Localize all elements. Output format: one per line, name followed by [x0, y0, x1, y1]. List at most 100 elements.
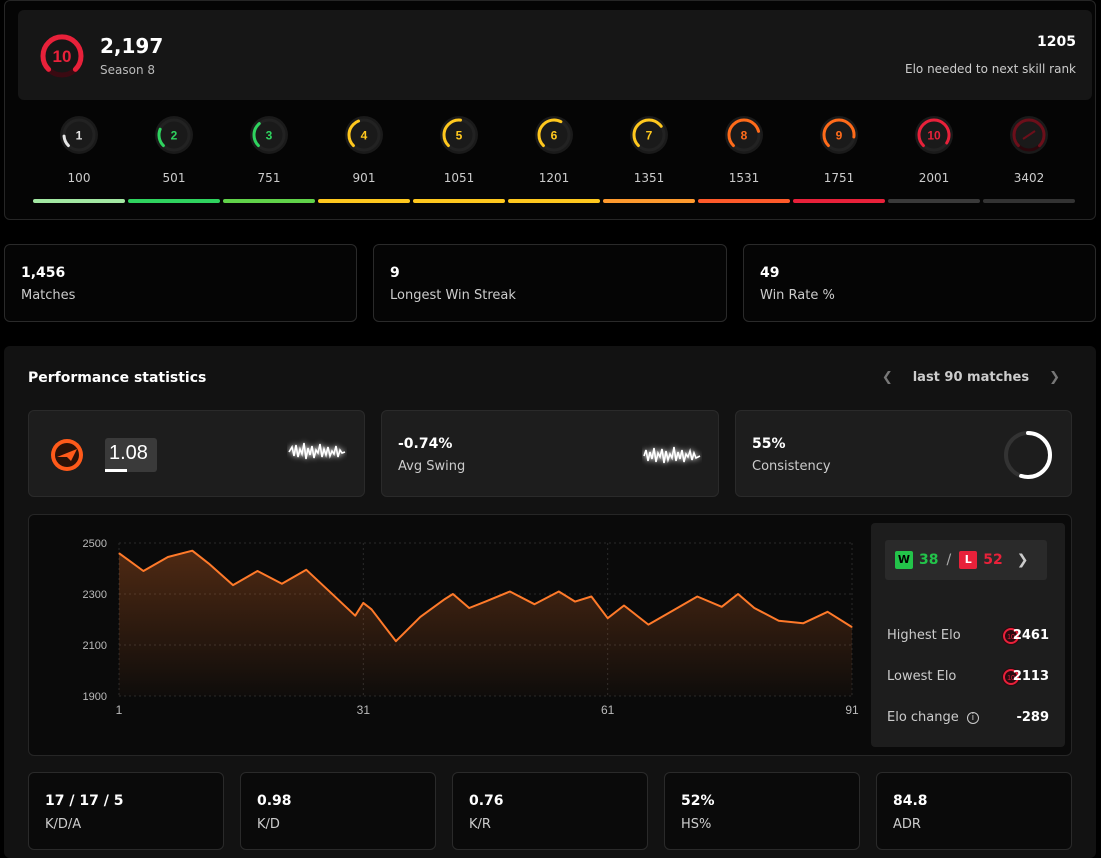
chevron-right-icon[interactable]: ❯ — [1016, 552, 1029, 568]
elo-needed-label: Elo needed to next skill rank — [905, 62, 1076, 76]
skill-level-threshold: 1531 — [728, 171, 760, 185]
elo-point — [452, 593, 454, 595]
skill-level-threshold: 100 — [67, 171, 91, 185]
skill-level-text: 10 — [53, 47, 72, 66]
elo-point — [118, 552, 120, 554]
highest-elo-value: 2461 — [1012, 628, 1049, 643]
rating-icon — [51, 439, 83, 471]
chevron-right-icon[interactable]: ❯ — [1049, 370, 1060, 385]
elo-point — [509, 590, 511, 592]
skill-level-icon: 3 — [250, 116, 288, 154]
elo-change-label: Elo change — [887, 710, 959, 725]
win-rate-label: Win Rate % — [760, 288, 835, 303]
range-selector: ❮ last 90 matches ❯ — [882, 370, 1060, 385]
skill-level-10: 10 2001 — [888, 115, 980, 203]
lowest-elo-label: Lowest Elo — [887, 669, 957, 684]
kr-label: K/R — [469, 817, 491, 832]
info-icon[interactable]: i — [966, 712, 979, 724]
loss-badge: L — [959, 551, 978, 569]
skill-level-bar — [413, 199, 505, 203]
skill-level-icon — [1010, 116, 1048, 154]
svg-text:1: 1 — [76, 129, 83, 143]
chevron-left-icon[interactable]: ❮ — [881, 370, 893, 385]
elo-point — [370, 608, 372, 610]
skill-level-4: 4 901 — [318, 115, 410, 203]
swing-waveform-icon — [643, 446, 701, 464]
elo-point — [851, 626, 853, 628]
svg-text:10: 10 — [1007, 675, 1015, 682]
elo-point — [485, 601, 486, 603]
longest-win-streak-stat: 9 Longest Win Streak — [373, 244, 727, 322]
svg-text:8: 8 — [741, 129, 748, 143]
range-label: last 90 matches — [912, 370, 1030, 385]
hs-label: HS% — [681, 817, 712, 832]
y-tick-label: 1900 — [83, 691, 107, 703]
elo-point — [395, 640, 397, 642]
kr-value: 0.76 — [469, 793, 504, 809]
elo-point — [232, 584, 234, 586]
skill-level-threshold: 1201 — [538, 171, 570, 185]
skill-level-threshold: 1051 — [443, 171, 475, 185]
skill-level-threshold: 2001 — [918, 171, 950, 185]
adr-label: ADR — [893, 817, 921, 832]
avg-swing-value: -0.74% — [398, 436, 453, 452]
skill-badge-icon: 10 — [1002, 668, 1020, 686]
svg-text:2: 2 — [171, 129, 178, 143]
highest-elo-label: Highest Elo — [887, 628, 961, 643]
skill-level-2: 2 501 — [128, 115, 220, 203]
svg-text:10: 10 — [927, 129, 941, 143]
skill-level-bar — [318, 199, 410, 203]
elo-point — [305, 569, 307, 571]
skill-level-threshold: 751 — [257, 171, 281, 185]
kd-value: 0.98 — [257, 793, 292, 809]
skill-level-threshold: 3402 — [1013, 171, 1045, 185]
elo-point — [623, 604, 625, 606]
highest-elo-row: Highest Elo 10 2461 — [887, 627, 1049, 645]
elo-point — [167, 556, 169, 558]
skill-level-badge-icon: 10 — [40, 34, 84, 78]
avg-swing-card: -0.74% Avg Swing — [381, 410, 719, 497]
y-tick-label: 2300 — [83, 589, 107, 601]
elo-point — [737, 593, 739, 595]
elo-panel: 10 2,197 Season 8 1205 Elo needed to nex… — [4, 0, 1096, 220]
elo-point — [533, 603, 535, 605]
elo-point — [753, 607, 755, 609]
skill-level-threshold: 501 — [162, 171, 186, 185]
adr-value: 84.8 — [893, 793, 928, 809]
skill-level-bar — [983, 199, 1075, 203]
elo-point — [330, 592, 332, 594]
wins-value: 38 — [919, 552, 939, 568]
skill-level-threshold: 1351 — [633, 171, 665, 185]
losses-value: 52 — [983, 552, 1003, 568]
elo-point — [696, 596, 698, 598]
kda-stat: 17 / 17 / 5 K/D/A — [28, 772, 224, 850]
elo-point — [590, 596, 592, 598]
skill-level-threshold: 901 — [352, 171, 376, 185]
hs-stat: 52% HS% — [664, 772, 860, 850]
skill-level-3: 3 751 — [223, 115, 315, 203]
elo-point — [281, 583, 283, 585]
rating-value: 1.08 — [109, 442, 148, 464]
lowest-elo-row: Lowest Elo 10 2113 — [887, 668, 1049, 686]
svg-text:4: 4 — [361, 129, 368, 143]
elo-summary-panel: W 38 / L 52 ❯ Highest Elo 10 2461 Lowest… — [871, 523, 1065, 747]
elo-point — [419, 616, 421, 618]
elo-change-value: -289 — [1016, 710, 1049, 725]
rating-waveform-icon — [288, 442, 346, 460]
win-loss-record[interactable]: W 38 / L 52 ❯ — [885, 540, 1047, 580]
elo-area — [119, 550, 852, 696]
matches-value: 1,456 — [21, 265, 66, 281]
win-streak-label: Longest Win Streak — [390, 288, 516, 303]
rating-box: 1.08 — [105, 438, 157, 472]
skill-level-icon: 7 — [630, 116, 668, 154]
svg-text:7: 7 — [646, 129, 653, 143]
win-streak-value: 9 — [390, 265, 400, 281]
skill-level-11: 3402 — [983, 115, 1075, 203]
win-rate-stat: 49 Win Rate % — [743, 244, 1096, 322]
skill-level-bar — [603, 199, 695, 203]
elo-point — [256, 570, 258, 572]
elo-point — [574, 601, 576, 603]
y-tick-label: 2100 — [83, 640, 107, 652]
skill-level-threshold: 1751 — [823, 171, 855, 185]
skill-badge-icon: 10 — [1002, 627, 1020, 645]
